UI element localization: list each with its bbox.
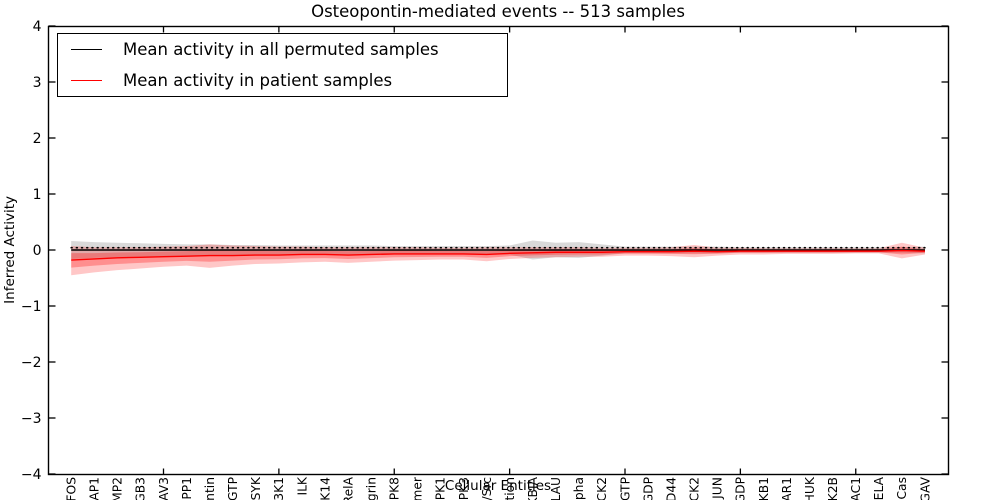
chart-title: Osteopontin-mediated events -- 513 sampl… xyxy=(311,2,685,21)
entity-tick-label: MMP2 xyxy=(111,477,125,500)
entity-tick-label: Rac1/GDP xyxy=(734,477,748,500)
entity-tick-label: BCAR1 xyxy=(780,477,794,500)
y-tick-label: −3 xyxy=(21,411,42,427)
y-axis-label: Inferred Activity xyxy=(2,196,18,304)
entity-tick-label: SPP1 xyxy=(180,477,194,500)
entity-tick-label: PYK2/p130Cas xyxy=(895,477,909,500)
legend-label-permuted: Mean activity in all permuted samples xyxy=(123,40,439,59)
y-axis-label-box: Inferred Activity xyxy=(1,0,19,500)
entity-tick-label: MAPK1 xyxy=(434,477,448,500)
entity-tick-label: MAPK3 xyxy=(457,477,471,500)
entity-tick-label: ILK xyxy=(295,476,309,495)
entity-tick-label: alphaV/beta3 Integrin/Osteopontin/Src xyxy=(480,477,494,500)
y-tick-label: 4 xyxy=(33,19,42,35)
entity-tick-label: MAP3K1 xyxy=(272,477,286,500)
entity-tick-label: ITGAV xyxy=(918,476,932,500)
entity-tick-label: VAV3 xyxy=(157,477,171,500)
entity-tick-label: ITGB3 xyxy=(134,477,148,500)
entity-tick-label: alphaV beta3 Integrin xyxy=(364,477,378,500)
entity-tick-label: RAC1 xyxy=(849,477,863,500)
entity-tick-label: ROCK2 xyxy=(595,477,609,500)
entity-tick-label: Rac1/GTP xyxy=(226,477,240,500)
y-tick-label: 0 xyxy=(33,243,42,259)
entity-tick-label: MAPK8 xyxy=(388,477,402,500)
entity-tick-label: alphaV/beta3 Integrin/Osteopontin xyxy=(203,477,217,500)
entity-tick-label: PLAU xyxy=(549,477,563,500)
entity-tick-label: NF kappa B1 p50/RelA/I kappa B alpha xyxy=(572,477,586,500)
entity-tick-label: RELA xyxy=(872,476,886,500)
y-tick-label: −1 xyxy=(21,299,42,315)
entity-tick-label: IKK alpha homodimer xyxy=(411,476,425,500)
legend: Mean activity in all permuted samples Me… xyxy=(57,33,508,97)
entity-tick-label: NF kappa B1 p50/RelA xyxy=(341,476,355,500)
entity-tick-label: mol:GTP xyxy=(618,477,632,500)
entity-tick-label: PTK2B xyxy=(826,477,840,500)
legend-row-patient: Mean activity in patient samples xyxy=(58,65,507,96)
entity-tick-label: AP1 xyxy=(88,477,102,500)
entity-tick-label: FOS xyxy=(65,477,79,500)
entity-tick-label: NFKB1 xyxy=(757,477,771,500)
y-tick-label: 1 xyxy=(33,187,42,203)
entity-tick-label: CHUK xyxy=(803,476,817,500)
x-axis-label: Cellular Entities xyxy=(444,478,552,494)
entity-tick-label: bone resorption xyxy=(503,477,517,500)
legend-row-permuted: Mean activity in all permuted samples xyxy=(58,34,507,65)
entity-tick-label: CD44/Rho Family GTPase/ROCK2 xyxy=(688,477,702,500)
entity-tick-label: mol:GDP xyxy=(641,477,655,500)
y-tick-label: 2 xyxy=(33,131,42,147)
patient-mean-line xyxy=(71,249,925,261)
y-tick-label: −4 xyxy=(21,467,42,483)
legend-line-permuted-icon xyxy=(71,49,102,50)
entity-tick-label: SYK xyxy=(249,476,263,500)
entity-tick-label: NFKBIA xyxy=(526,476,540,500)
legend-line-patient-icon xyxy=(71,80,102,81)
y-tick-label: −2 xyxy=(21,355,42,371)
entity-tick-label: JUN xyxy=(711,477,725,500)
legend-label-patient: Mean activity in patient samples xyxy=(123,71,393,90)
y-tick-label: 3 xyxy=(33,75,42,91)
entity-tick-label: CD44 xyxy=(664,477,678,500)
entity-tick-label: MAP3K14 xyxy=(318,477,332,500)
